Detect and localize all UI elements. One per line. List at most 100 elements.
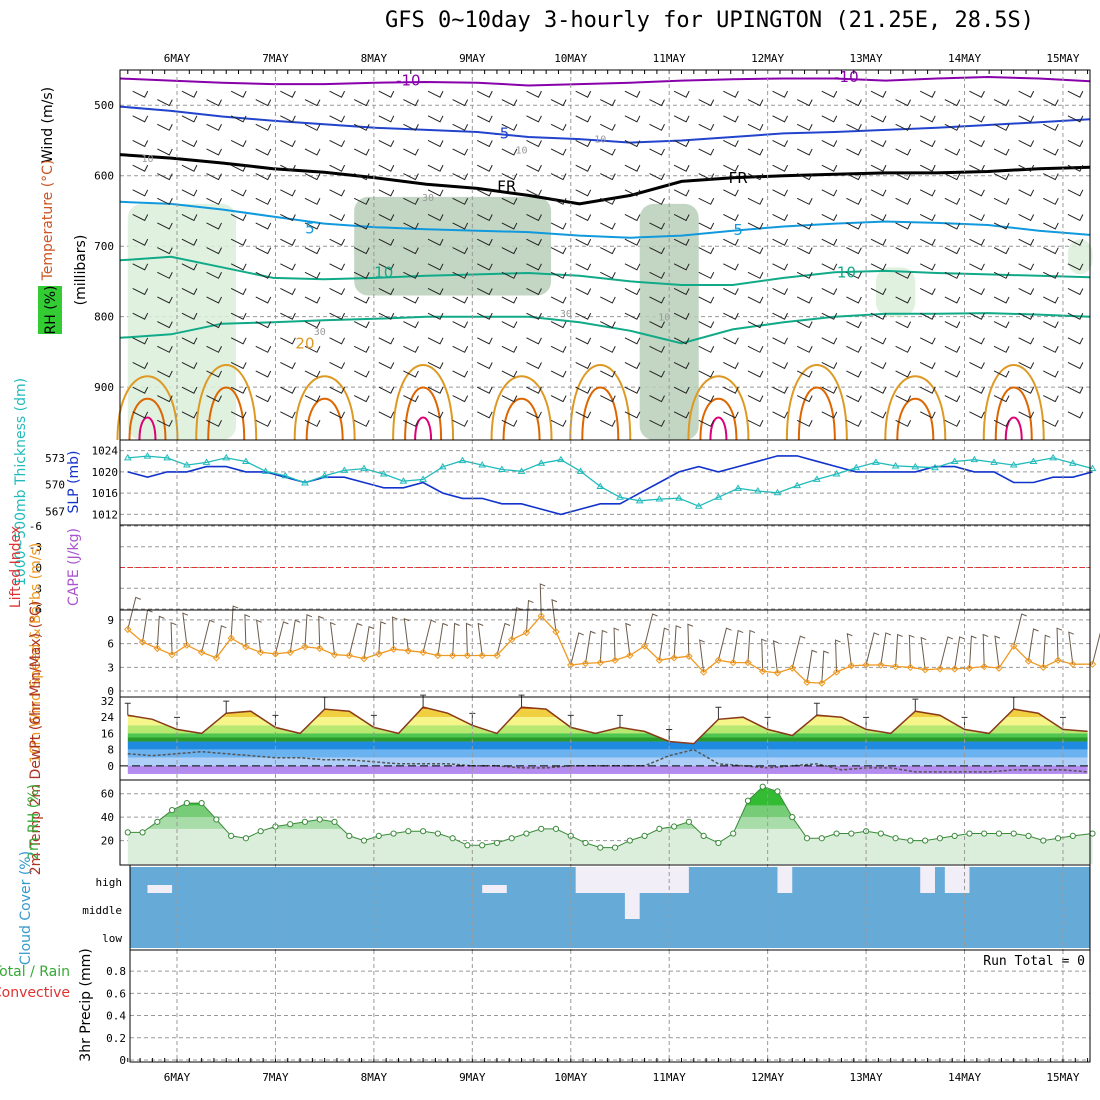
wind-barb bbox=[747, 197, 764, 205]
wind-barb bbox=[698, 99, 715, 107]
cloud-layer-label: high bbox=[96, 876, 123, 889]
rh-label: 10 bbox=[594, 134, 606, 145]
wind-barb bbox=[993, 197, 1010, 205]
rh-point bbox=[538, 825, 545, 832]
warm-contour bbox=[490, 375, 553, 441]
temp-band bbox=[127, 733, 1088, 738]
warm-contour bbox=[884, 375, 947, 441]
wind-barb bbox=[821, 140, 838, 148]
rh-point bbox=[479, 842, 486, 849]
wind-barb bbox=[526, 288, 542, 296]
wind-barb bbox=[944, 395, 961, 403]
temp-tick: 16 bbox=[101, 727, 114, 740]
rh-point bbox=[936, 835, 944, 842]
wind-barb-10m bbox=[230, 605, 239, 639]
wind-barb bbox=[649, 123, 665, 131]
wind-barb bbox=[477, 263, 493, 271]
wind-barb bbox=[132, 90, 149, 98]
wind-barb bbox=[624, 90, 641, 98]
humid-region bbox=[354, 196, 552, 296]
pressure-tick: 500 bbox=[94, 99, 114, 112]
wind-barb bbox=[206, 222, 222, 230]
wind-barb bbox=[280, 115, 296, 123]
wind-barb bbox=[993, 247, 1010, 255]
wind-barb bbox=[501, 123, 518, 131]
wind-barb bbox=[895, 321, 912, 329]
pressure-tick: 800 bbox=[94, 311, 114, 324]
wind-barb-10m bbox=[699, 639, 705, 673]
wind-barb bbox=[1018, 337, 1035, 345]
wind-barb bbox=[1043, 419, 1059, 427]
wind-barb bbox=[870, 214, 887, 222]
wind-barb bbox=[575, 288, 592, 296]
wind-barb bbox=[353, 419, 370, 427]
wind-barb bbox=[526, 140, 542, 148]
wind-barb bbox=[427, 115, 444, 123]
wind-barb bbox=[1043, 123, 1059, 131]
wind-speed-point bbox=[478, 651, 486, 660]
date-label-bottom: 11MAY bbox=[653, 1071, 686, 1084]
wind-barb bbox=[181, 312, 198, 320]
wind-barb-10m bbox=[304, 614, 313, 647]
slp-tick: 1012 bbox=[92, 508, 119, 521]
wind-barb bbox=[378, 140, 395, 148]
warm-contour bbox=[994, 386, 1033, 441]
wind-barb-10m bbox=[1056, 627, 1063, 661]
wind-speed-point bbox=[1024, 657, 1033, 665]
wind-barb bbox=[870, 288, 887, 296]
rh-point bbox=[1069, 832, 1076, 839]
wind-barb bbox=[1043, 173, 1059, 181]
wind-barb bbox=[280, 214, 296, 222]
wind-barb bbox=[452, 370, 469, 378]
wind-barb bbox=[1018, 115, 1035, 123]
wind-barb bbox=[895, 197, 912, 205]
rh-label: 10 bbox=[141, 154, 153, 165]
wind-barb bbox=[796, 197, 813, 205]
wind-speed-point bbox=[256, 648, 265, 657]
wind-barb bbox=[723, 288, 739, 296]
wind-barb-10m bbox=[954, 636, 965, 669]
wind-barb bbox=[649, 345, 665, 353]
cape-tick: 0 bbox=[35, 562, 42, 575]
wind-barb-10m bbox=[496, 622, 511, 656]
thickness-point bbox=[852, 463, 861, 471]
wind-barb bbox=[624, 140, 641, 148]
thickness-point bbox=[517, 467, 526, 474]
wind-barb bbox=[649, 370, 665, 378]
wind-barb-10m bbox=[182, 612, 189, 646]
date-label-top: 14MAY bbox=[948, 52, 981, 65]
wind-barb bbox=[821, 115, 838, 123]
temp-band bbox=[127, 741, 1088, 750]
wind-barb-10m bbox=[846, 632, 853, 666]
wind-barb bbox=[600, 345, 616, 353]
panel-frame bbox=[119, 609, 1091, 698]
thickness-point bbox=[911, 462, 920, 470]
wind-barb bbox=[157, 419, 173, 427]
wind-barb bbox=[1018, 263, 1035, 271]
wind-barb bbox=[919, 312, 936, 320]
wind-barb-10m bbox=[1013, 613, 1027, 647]
wind-barb bbox=[157, 148, 173, 156]
wind-barb bbox=[600, 395, 616, 403]
wind-barb bbox=[132, 312, 149, 320]
wind10m-axis-label: 10m Wind Speed & Barbs (m/s) bbox=[28, 543, 44, 763]
temp-tick: 24 bbox=[101, 711, 115, 724]
thickness-point bbox=[635, 496, 644, 504]
rh-point bbox=[552, 825, 560, 832]
pressure-tick: 600 bbox=[94, 170, 114, 183]
wind-barb bbox=[821, 90, 838, 98]
rh-point bbox=[966, 830, 973, 837]
wind-barb bbox=[329, 164, 346, 172]
rh-point bbox=[375, 832, 382, 839]
wind-barb bbox=[403, 296, 419, 304]
wind-barb bbox=[452, 148, 469, 156]
wind-barb bbox=[206, 395, 222, 403]
warm-contour bbox=[569, 364, 632, 441]
wind-barb bbox=[181, 288, 198, 296]
thickness-point bbox=[1009, 461, 1018, 468]
wind-barb bbox=[723, 238, 739, 246]
thickness-tick: 567 bbox=[45, 506, 65, 519]
wind-barb bbox=[919, 214, 936, 222]
wind-barb bbox=[329, 263, 346, 271]
wind-barb bbox=[649, 296, 665, 304]
